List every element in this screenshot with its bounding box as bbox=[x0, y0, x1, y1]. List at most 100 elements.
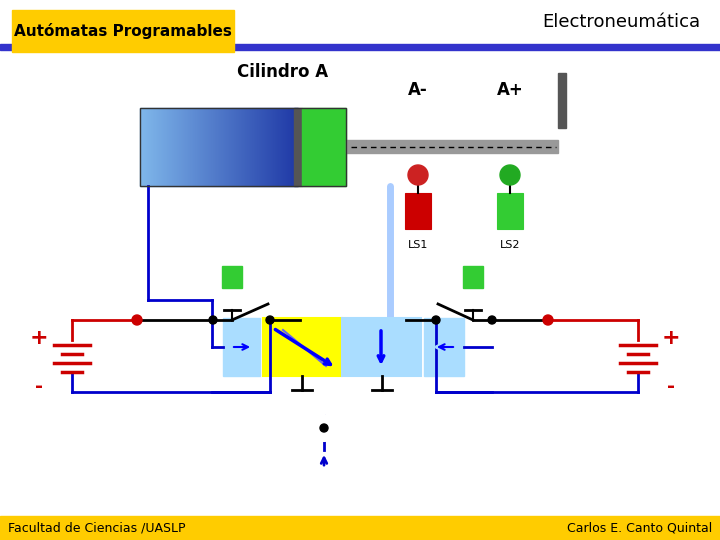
Bar bbox=[243, 108, 244, 186]
Bar bbox=[158, 108, 159, 186]
Polygon shape bbox=[434, 334, 459, 360]
Bar bbox=[227, 108, 228, 186]
Bar bbox=[275, 108, 276, 186]
Circle shape bbox=[266, 316, 274, 324]
Bar bbox=[264, 108, 265, 186]
Bar bbox=[144, 108, 145, 186]
Bar bbox=[261, 108, 262, 186]
Bar bbox=[211, 108, 212, 186]
Bar bbox=[148, 108, 149, 186]
Bar bbox=[172, 108, 174, 186]
Bar bbox=[257, 108, 258, 186]
Bar bbox=[282, 108, 283, 186]
Bar bbox=[140, 108, 141, 186]
Bar bbox=[424, 318, 464, 376]
Bar bbox=[405, 193, 431, 229]
Bar bbox=[233, 108, 234, 186]
Bar bbox=[224, 108, 225, 186]
Bar bbox=[220, 108, 221, 186]
Bar bbox=[197, 108, 198, 186]
Bar bbox=[191, 108, 192, 186]
Circle shape bbox=[488, 316, 496, 324]
Text: -: - bbox=[667, 376, 675, 395]
Bar bbox=[260, 108, 261, 186]
Bar bbox=[213, 108, 215, 186]
Bar bbox=[140, 108, 346, 186]
Bar bbox=[183, 108, 184, 186]
Bar bbox=[497, 193, 523, 229]
Text: Carlos E. Canto Quintal: Carlos E. Canto Quintal bbox=[567, 522, 712, 535]
Bar bbox=[173, 108, 174, 186]
Bar bbox=[222, 108, 223, 186]
Bar bbox=[296, 108, 297, 186]
Bar bbox=[281, 108, 282, 186]
Bar bbox=[160, 108, 161, 186]
Bar bbox=[290, 108, 291, 186]
Bar bbox=[182, 108, 183, 186]
Bar bbox=[293, 108, 294, 186]
Bar bbox=[196, 108, 197, 186]
Bar bbox=[292, 108, 293, 186]
Bar bbox=[221, 108, 222, 186]
Bar bbox=[180, 108, 181, 186]
Bar bbox=[186, 108, 187, 186]
Bar bbox=[346, 140, 558, 153]
Bar bbox=[246, 108, 247, 186]
Bar bbox=[286, 108, 287, 186]
Bar bbox=[295, 108, 296, 186]
Bar bbox=[153, 108, 154, 186]
Bar bbox=[223, 108, 224, 186]
Bar bbox=[269, 108, 270, 186]
Bar bbox=[214, 108, 215, 186]
Bar bbox=[242, 108, 243, 186]
Bar bbox=[200, 108, 201, 186]
Bar bbox=[294, 108, 302, 186]
Bar bbox=[285, 108, 287, 186]
Bar bbox=[179, 108, 180, 186]
Bar bbox=[237, 108, 238, 186]
Bar bbox=[265, 108, 266, 186]
Bar bbox=[287, 108, 288, 186]
Bar bbox=[229, 108, 230, 186]
Bar bbox=[222, 266, 242, 288]
Bar bbox=[232, 108, 233, 186]
Bar bbox=[206, 108, 207, 186]
Bar bbox=[156, 108, 157, 186]
Bar bbox=[291, 108, 292, 186]
Bar bbox=[0, 44, 720, 50]
Bar bbox=[212, 108, 213, 186]
Bar bbox=[188, 108, 189, 186]
Bar bbox=[210, 108, 211, 186]
Bar bbox=[228, 108, 229, 186]
Bar bbox=[236, 108, 237, 186]
Text: Facultad de Ciencias /UASLP: Facultad de Ciencias /UASLP bbox=[8, 522, 186, 535]
Bar bbox=[166, 108, 167, 186]
Bar bbox=[155, 108, 156, 186]
Text: +: + bbox=[30, 328, 48, 348]
Bar bbox=[249, 108, 251, 186]
Bar bbox=[263, 318, 342, 376]
Bar bbox=[248, 108, 249, 186]
Bar bbox=[185, 108, 186, 186]
Bar bbox=[190, 108, 192, 186]
Bar bbox=[267, 108, 268, 186]
Bar bbox=[147, 108, 148, 186]
Bar bbox=[151, 108, 152, 186]
Bar bbox=[207, 108, 208, 186]
Text: A-: A- bbox=[408, 81, 428, 99]
Text: LS1: LS1 bbox=[408, 240, 428, 250]
Bar bbox=[297, 108, 298, 186]
Bar bbox=[209, 108, 210, 186]
Bar bbox=[289, 108, 290, 186]
Bar bbox=[142, 108, 143, 186]
Circle shape bbox=[432, 316, 440, 324]
Bar bbox=[204, 108, 205, 186]
Bar bbox=[205, 108, 206, 186]
Bar bbox=[240, 108, 241, 186]
Bar bbox=[141, 108, 142, 186]
Bar bbox=[192, 108, 193, 186]
Bar bbox=[263, 108, 264, 186]
Bar bbox=[171, 108, 172, 186]
Bar bbox=[262, 108, 264, 186]
Bar bbox=[199, 108, 200, 186]
